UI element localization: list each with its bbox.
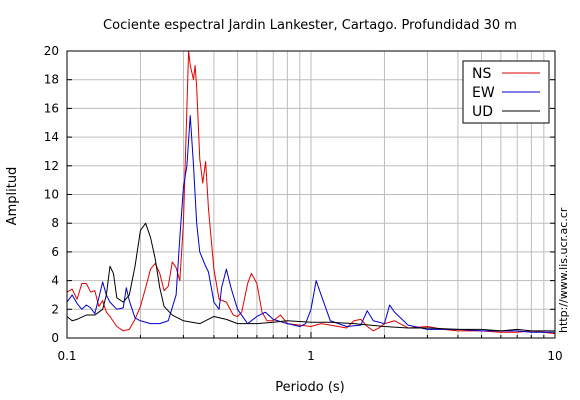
series-line-ew [67,115,555,333]
chart-title: Cociente espectral Jardin Lankester, Car… [103,18,517,33]
y-tick-label: 16 [44,101,59,115]
series-line-ud [67,222,555,332]
y-tick-label: 18 [44,73,59,87]
y-axis-label: Amplitud [5,167,20,226]
y-tick-label: 8 [51,216,59,230]
x-tick-label: 0.1 [57,349,76,363]
legend: NS EW UD [462,60,550,124]
y-axis-ticks: 0 2 4 6 8 10 12 14 16 18 20 [44,44,555,345]
y-tick-label: 10 [44,188,59,202]
y-tick-label: 2 [51,302,59,316]
y-tick-label: 4 [51,274,59,288]
y-tick-label: 20 [44,44,59,58]
y-tick-label: 0 [51,331,59,345]
x-axis-label: Periodo (s) [275,380,345,395]
x-axis-ticks: 0.1 1 10 [57,332,563,363]
x-tick-label: 10 [547,349,562,363]
series-line-ns [67,51,555,335]
y-tick-label: 6 [51,245,59,259]
y-tick-label: 12 [44,159,59,173]
source-url: http://www.lis.ucr.ac.cr [557,207,570,333]
y-tick-label: 14 [44,130,59,144]
legend-label-ud: UD [472,104,493,120]
legend-label-ns: NS [472,66,491,82]
x-tick-label: 1 [307,349,315,363]
series-layer [67,51,555,335]
legend-label-ew: EW [472,85,495,101]
